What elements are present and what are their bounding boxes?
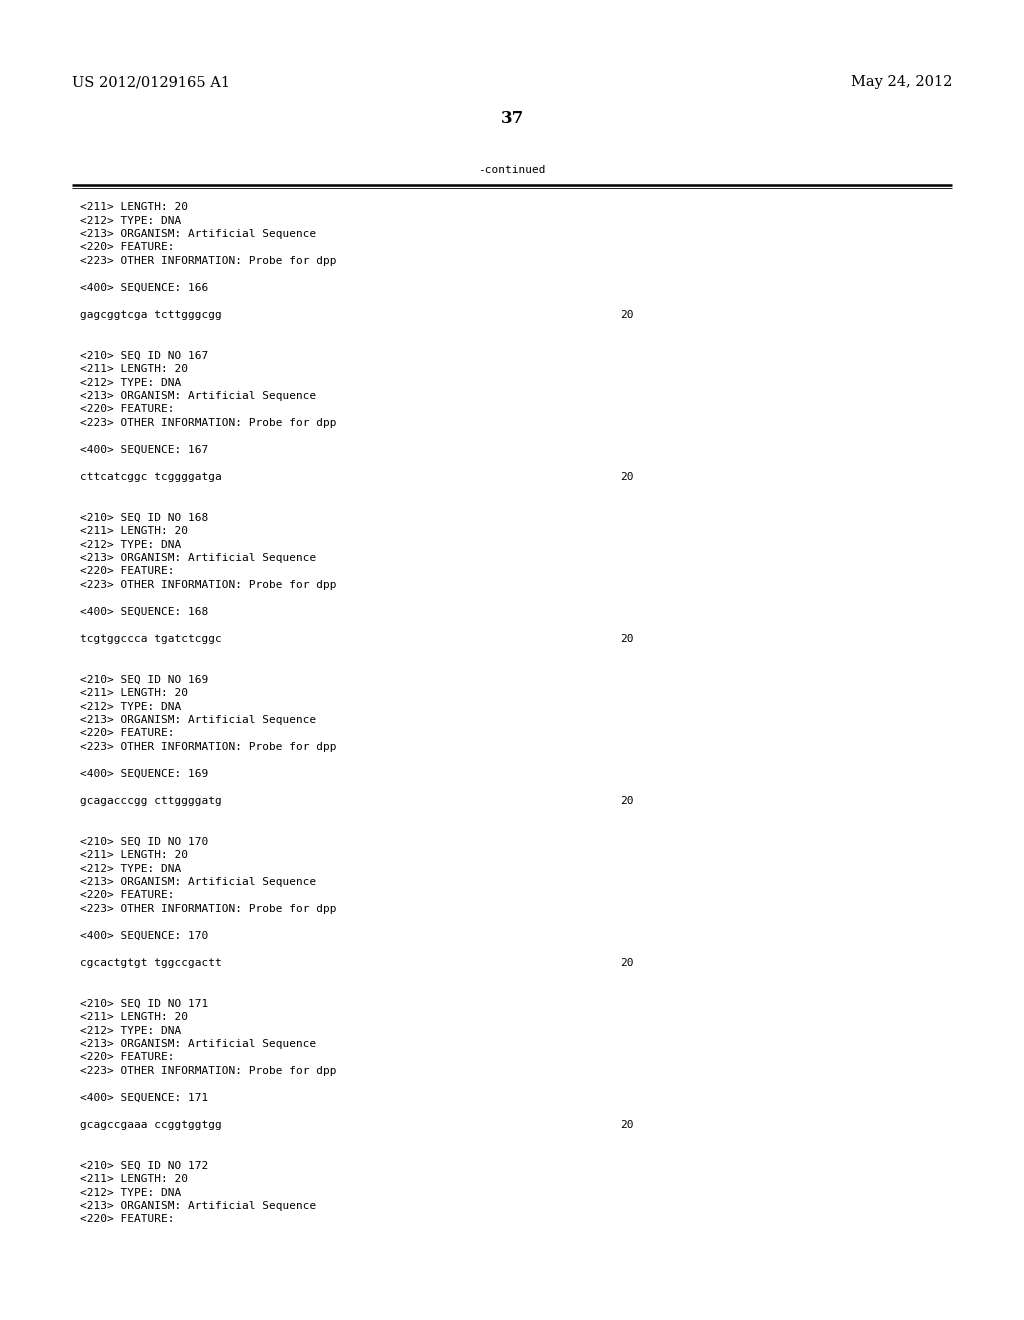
Text: <400> SEQUENCE: 166: <400> SEQUENCE: 166: [80, 282, 208, 293]
Text: <212> TYPE: DNA: <212> TYPE: DNA: [80, 1026, 181, 1035]
Text: <211> LENGTH: 20: <211> LENGTH: 20: [80, 525, 188, 536]
Text: <223> OTHER INFORMATION: Probe for dpp: <223> OTHER INFORMATION: Probe for dpp: [80, 1067, 337, 1076]
Text: <211> LENGTH: 20: <211> LENGTH: 20: [80, 1173, 188, 1184]
Text: <211> LENGTH: 20: <211> LENGTH: 20: [80, 688, 188, 698]
Text: <213> ORGANISM: Artificial Sequence: <213> ORGANISM: Artificial Sequence: [80, 876, 316, 887]
Text: cgcactgtgt tggccgactt: cgcactgtgt tggccgactt: [80, 958, 222, 968]
Text: <220> FEATURE:: <220> FEATURE:: [80, 729, 174, 738]
Text: <400> SEQUENCE: 170: <400> SEQUENCE: 170: [80, 931, 208, 941]
Text: <213> ORGANISM: Artificial Sequence: <213> ORGANISM: Artificial Sequence: [80, 1201, 316, 1210]
Text: <400> SEQUENCE: 169: <400> SEQUENCE: 169: [80, 770, 208, 779]
Text: <220> FEATURE:: <220> FEATURE:: [80, 566, 174, 577]
Text: gcagccgaaa ccggtggtgg: gcagccgaaa ccggtggtgg: [80, 1119, 222, 1130]
Text: May 24, 2012: May 24, 2012: [851, 75, 952, 88]
Text: <210> SEQ ID NO 169: <210> SEQ ID NO 169: [80, 675, 208, 685]
Text: <210> SEQ ID NO 167: <210> SEQ ID NO 167: [80, 351, 208, 360]
Text: <212> TYPE: DNA: <212> TYPE: DNA: [80, 1188, 181, 1197]
Text: <212> TYPE: DNA: <212> TYPE: DNA: [80, 215, 181, 226]
Text: <212> TYPE: DNA: <212> TYPE: DNA: [80, 540, 181, 549]
Text: <223> OTHER INFORMATION: Probe for dpp: <223> OTHER INFORMATION: Probe for dpp: [80, 904, 337, 913]
Text: <210> SEQ ID NO 168: <210> SEQ ID NO 168: [80, 512, 208, 523]
Text: cttcatcggc tcggggatga: cttcatcggc tcggggatga: [80, 473, 222, 482]
Text: 20: 20: [620, 1119, 634, 1130]
Text: tcgtggccca tgatctcggc: tcgtggccca tgatctcggc: [80, 634, 222, 644]
Text: <220> FEATURE:: <220> FEATURE:: [80, 1214, 174, 1225]
Text: 20: 20: [620, 473, 634, 482]
Text: <211> LENGTH: 20: <211> LENGTH: 20: [80, 202, 188, 213]
Text: 37: 37: [501, 110, 523, 127]
Text: <210> SEQ ID NO 172: <210> SEQ ID NO 172: [80, 1160, 208, 1171]
Text: <223> OTHER INFORMATION: Probe for dpp: <223> OTHER INFORMATION: Probe for dpp: [80, 579, 337, 590]
Text: 20: 20: [620, 958, 634, 968]
Text: 20: 20: [620, 796, 634, 807]
Text: gcagacccgg cttggggatg: gcagacccgg cttggggatg: [80, 796, 222, 807]
Text: 20: 20: [620, 634, 634, 644]
Text: <213> ORGANISM: Artificial Sequence: <213> ORGANISM: Artificial Sequence: [80, 553, 316, 564]
Text: <212> TYPE: DNA: <212> TYPE: DNA: [80, 378, 181, 388]
Text: <213> ORGANISM: Artificial Sequence: <213> ORGANISM: Artificial Sequence: [80, 228, 316, 239]
Text: <213> ORGANISM: Artificial Sequence: <213> ORGANISM: Artificial Sequence: [80, 391, 316, 401]
Text: <210> SEQ ID NO 171: <210> SEQ ID NO 171: [80, 998, 208, 1008]
Text: <211> LENGTH: 20: <211> LENGTH: 20: [80, 364, 188, 374]
Text: <212> TYPE: DNA: <212> TYPE: DNA: [80, 863, 181, 874]
Text: <223> OTHER INFORMATION: Probe for dpp: <223> OTHER INFORMATION: Probe for dpp: [80, 418, 337, 428]
Text: gagcggtcga tcttgggcgg: gagcggtcga tcttgggcgg: [80, 310, 222, 319]
Text: <400> SEQUENCE: 167: <400> SEQUENCE: 167: [80, 445, 208, 455]
Text: <213> ORGANISM: Artificial Sequence: <213> ORGANISM: Artificial Sequence: [80, 1039, 316, 1049]
Text: <213> ORGANISM: Artificial Sequence: <213> ORGANISM: Artificial Sequence: [80, 715, 316, 725]
Text: <400> SEQUENCE: 168: <400> SEQUENCE: 168: [80, 607, 208, 616]
Text: 20: 20: [620, 310, 634, 319]
Text: <220> FEATURE:: <220> FEATURE:: [80, 243, 174, 252]
Text: <400> SEQUENCE: 171: <400> SEQUENCE: 171: [80, 1093, 208, 1104]
Text: <212> TYPE: DNA: <212> TYPE: DNA: [80, 701, 181, 711]
Text: -continued: -continued: [478, 165, 546, 176]
Text: US 2012/0129165 A1: US 2012/0129165 A1: [72, 75, 230, 88]
Text: <220> FEATURE:: <220> FEATURE:: [80, 1052, 174, 1063]
Text: <211> LENGTH: 20: <211> LENGTH: 20: [80, 850, 188, 861]
Text: <223> OTHER INFORMATION: Probe for dpp: <223> OTHER INFORMATION: Probe for dpp: [80, 256, 337, 267]
Text: <210> SEQ ID NO 170: <210> SEQ ID NO 170: [80, 837, 208, 846]
Text: <220> FEATURE:: <220> FEATURE:: [80, 404, 174, 414]
Text: <220> FEATURE:: <220> FEATURE:: [80, 891, 174, 900]
Text: <211> LENGTH: 20: <211> LENGTH: 20: [80, 1012, 188, 1022]
Text: <223> OTHER INFORMATION: Probe for dpp: <223> OTHER INFORMATION: Probe for dpp: [80, 742, 337, 752]
